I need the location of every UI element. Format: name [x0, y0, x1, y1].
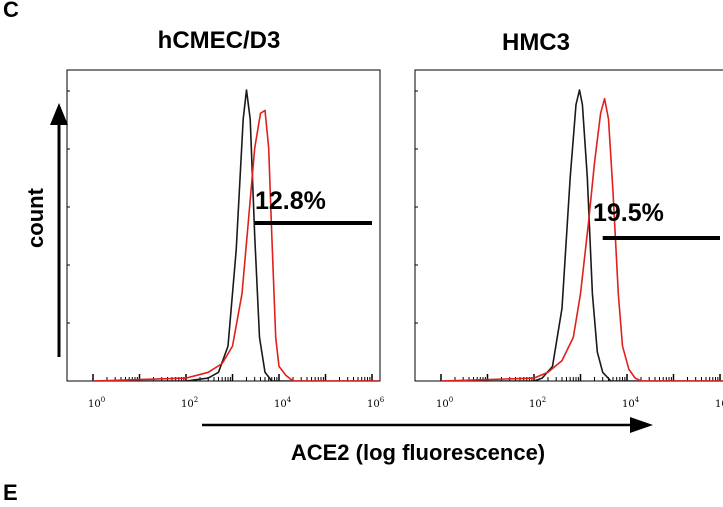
- tick-group: 100 102 104 106: [67, 90, 385, 410]
- histogram-panel-hmc3: HMC3 100 102 104 106 19.5%: [414, 29, 723, 410]
- curve-group: [92, 89, 380, 381]
- control-histogram: [441, 89, 723, 381]
- curve-group: [440, 89, 723, 381]
- ace2-histogram: [92, 109, 380, 381]
- panel-title: hCMEC/D3: [158, 27, 281, 54]
- x-tick-label: 100: [88, 396, 105, 410]
- control-histogram: [93, 89, 380, 381]
- x-axis-arrow: [202, 417, 653, 433]
- x-tick-label: 104: [274, 396, 292, 410]
- panel-letter-e: E: [3, 480, 18, 505]
- percent-label: 12.8%: [255, 187, 326, 215]
- x-tick-label: 104: [622, 396, 640, 410]
- x-tick-label: 106: [715, 396, 723, 410]
- percent-label: 19.5%: [593, 199, 664, 227]
- x-tick-label: 100: [436, 396, 453, 410]
- plot-frame: [414, 69, 723, 382]
- panel-letter-c: C: [3, 0, 19, 22]
- y-axis-arrow: [50, 103, 68, 357]
- x-tick-label: 102: [181, 396, 198, 410]
- x-tick-label: 102: [529, 396, 546, 410]
- x-tick-label: 106: [367, 396, 385, 410]
- ace2-histogram: [440, 97, 723, 381]
- tick-group: 100 102 104 106: [415, 90, 723, 410]
- y-axis-title: count: [23, 187, 48, 248]
- plot-frame: [66, 69, 381, 382]
- histogram-panel-hcmec-d3: hCMEC/D3 100 102 104 106 12.8%: [66, 27, 385, 410]
- panel-title: HMC3: [502, 29, 570, 56]
- x-axis-title: ACE2 (log fluorescence): [291, 440, 545, 465]
